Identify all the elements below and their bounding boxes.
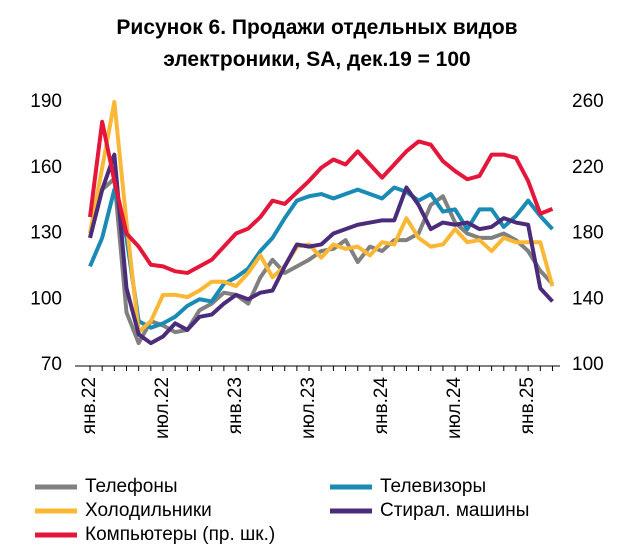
y2-tick-label: 260 (572, 91, 604, 112)
series-line (88, 185, 554, 330)
series-line (88, 100, 555, 335)
series-line (88, 119, 554, 275)
y2-tick-label: 140 (572, 288, 604, 309)
y-tick-label: 160 (30, 157, 62, 178)
x-tick-label: июл.24 (444, 377, 465, 439)
chart-title: Рисунок 6. Продажи отдельных видов элект… (116, 16, 518, 71)
legend-label: Холодильники (85, 500, 212, 521)
x-tick-label: июл.22 (152, 377, 173, 439)
y2-tick-label: 220 (572, 157, 604, 178)
legend-label: Телефоны (85, 476, 177, 497)
y-tick-label: 70 (41, 354, 62, 375)
x-tick-label: июл.23 (298, 377, 319, 439)
legend-label: Стирал. машины (380, 500, 529, 521)
y2-tick-label: 180 (572, 223, 604, 244)
legend-label: Компьютеры (пр. шк.) (85, 524, 275, 545)
y-tick-label: 130 (30, 223, 62, 244)
legend-label: Телевизоры (380, 476, 486, 497)
series-line (88, 152, 554, 346)
x-tick-label: янв.25 (517, 377, 538, 434)
x-tick-label: янв.23 (225, 377, 246, 434)
x-tick-label: янв.22 (79, 377, 100, 434)
y2-tick-label: 100 (572, 354, 604, 375)
y-tick-label: 190 (30, 91, 62, 112)
y-tick-label: 100 (30, 288, 62, 309)
x-tick-label: янв.24 (371, 377, 392, 435)
series-line (88, 176, 554, 346)
